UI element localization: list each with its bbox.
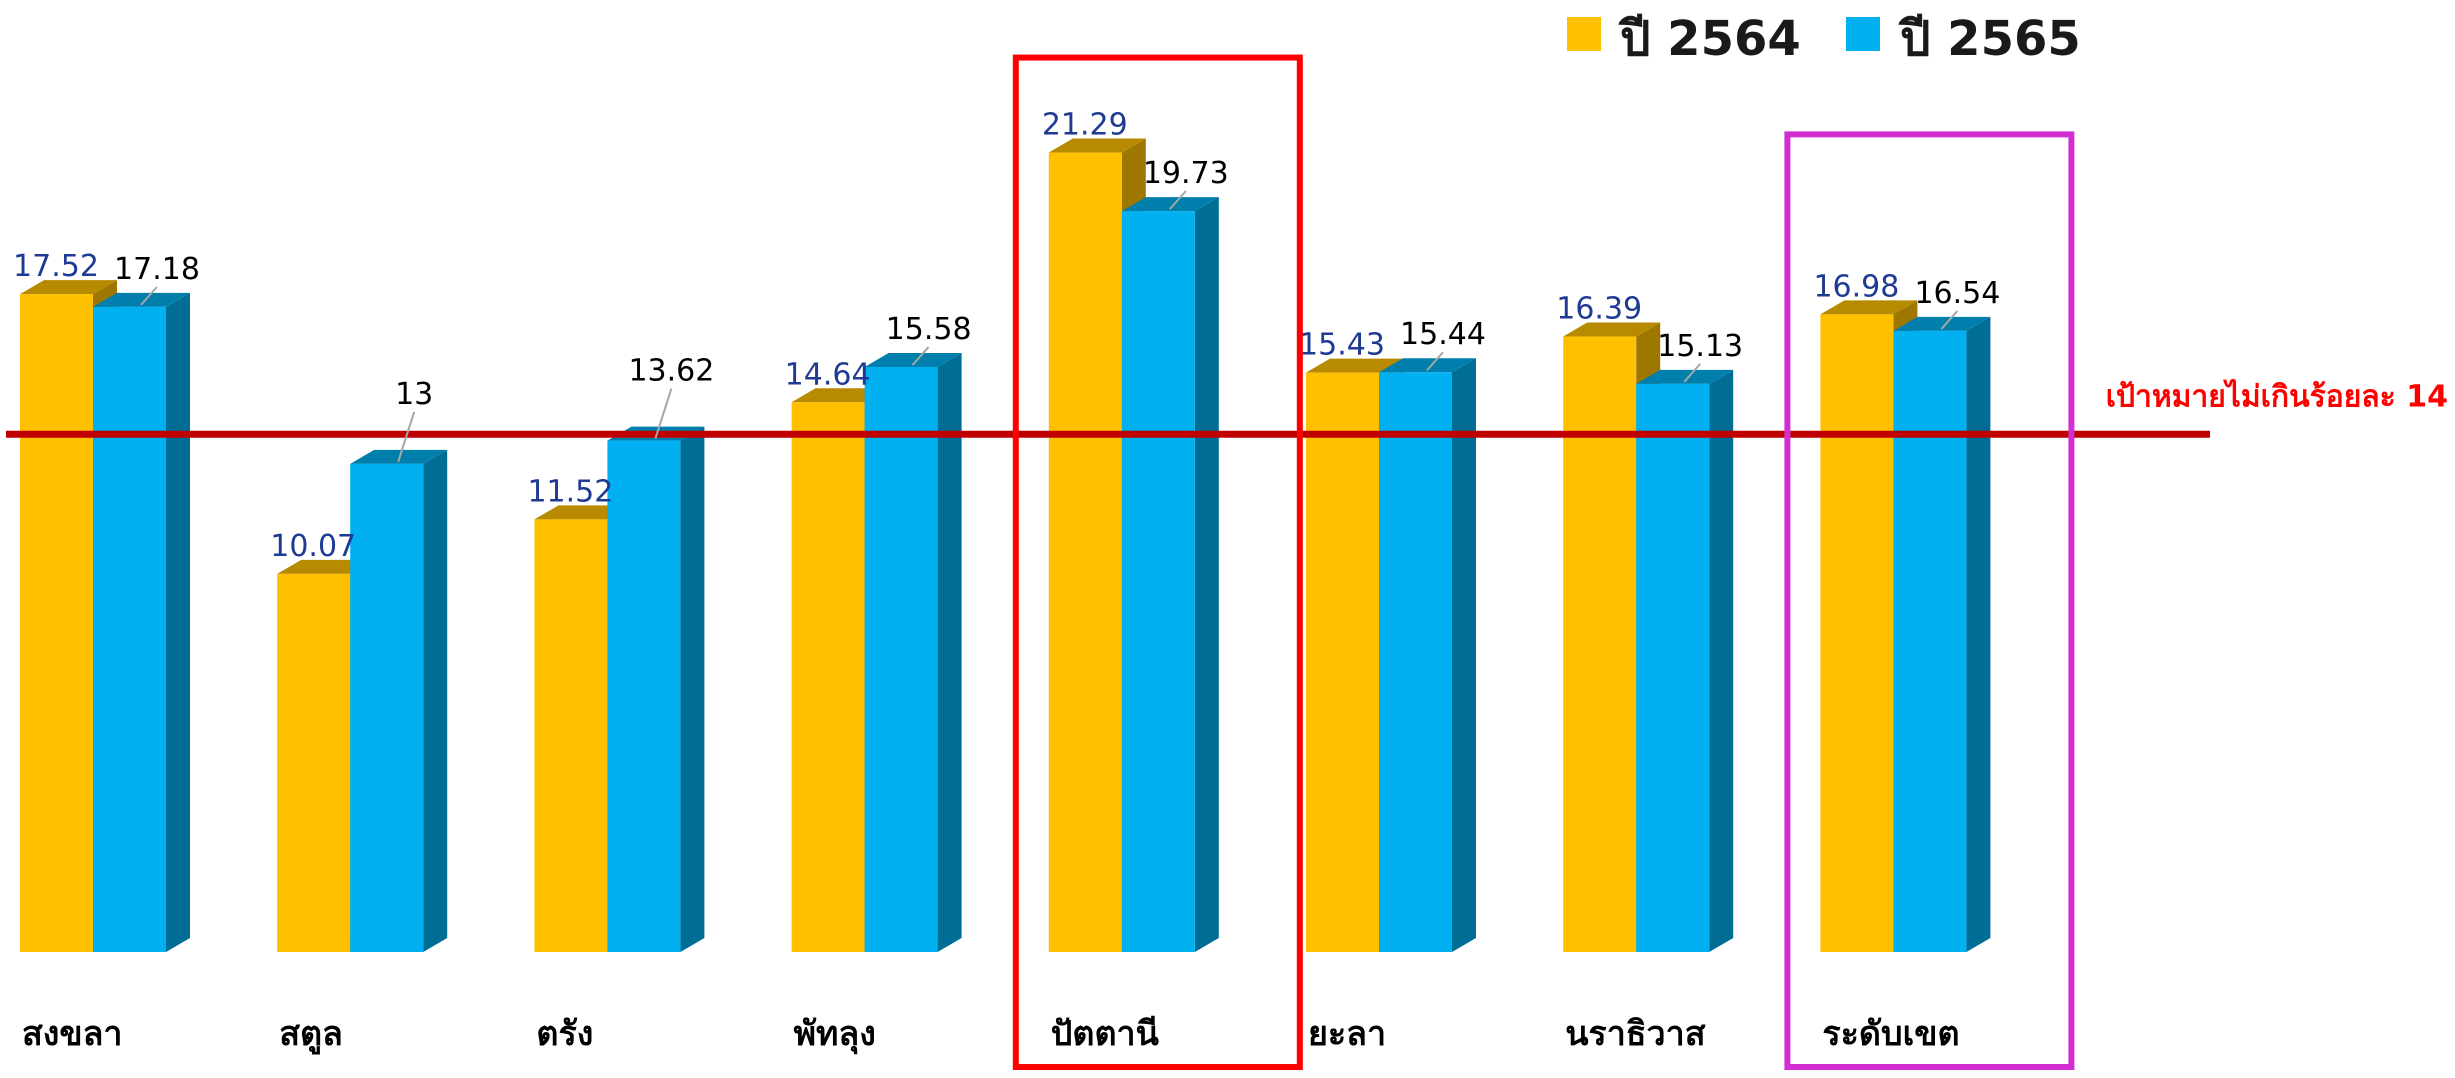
bar-0-1 — [93, 306, 166, 952]
leader-line-4-1 — [1169, 190, 1187, 210]
bar-side-3-1 — [937, 352, 962, 952]
leader-line-5-1 — [1426, 351, 1444, 371]
bar-side-4-1 — [1194, 197, 1219, 953]
category-label-6: นราธิวาส — [1565, 1014, 1706, 1054]
data-label-2-1: 13.62 — [628, 354, 714, 389]
bar-top-1-1 — [350, 449, 448, 464]
data-label-3-1: 15.58 — [886, 312, 972, 347]
data-label-1-0: 10.07 — [270, 529, 356, 564]
data-label-1-1: 13 — [395, 377, 433, 412]
data-label-2-0: 11.52 — [527, 474, 613, 509]
data-label-0-1: 17.18 — [114, 252, 200, 287]
bar-6-1 — [1636, 383, 1710, 952]
data-label-4-0: 21.29 — [1042, 108, 1128, 143]
leader-line-2-1 — [654, 388, 673, 439]
bar-3-1 — [864, 366, 938, 952]
bar-side-5-1 — [1452, 358, 1476, 952]
legend-swatch-2564 — [1567, 17, 1601, 51]
bar-4-0 — [1048, 152, 1122, 953]
bar-3-0 — [791, 402, 865, 952]
category-label-1: สตูล — [279, 1014, 343, 1055]
leader-line-0-1 — [140, 286, 158, 306]
category-label-4: ปัตตานี — [1051, 1014, 1159, 1054]
data-label-6-1: 15.13 — [1657, 329, 1743, 364]
bar-4-1 — [1121, 211, 1195, 953]
bars-layer — [20, 138, 1991, 953]
bar-top-4-1 — [1121, 197, 1219, 212]
bar-2-1 — [607, 440, 681, 952]
bar-top-3-1 — [864, 352, 962, 367]
legend: ปี 2564 ปี 2565 — [1567, 11, 2081, 67]
bar-side-7-1 — [1966, 316, 1991, 953]
bar-1-0 — [277, 573, 351, 952]
data-label-0-0: 17.52 — [13, 249, 99, 284]
target-layer: เป้าหมายไม่เกินร้อยละ 14 — [6, 378, 2448, 438]
bar-top-7-1 — [1893, 316, 1991, 331]
bar-top-3-0 — [791, 388, 889, 403]
bar-top-5-0 — [1306, 358, 1403, 373]
data-label-5-1: 15.44 — [1400, 317, 1486, 352]
data-label-7-0: 16.98 — [1813, 269, 1899, 304]
leader-line-1-1 — [397, 411, 416, 463]
bar-top-2-0 — [534, 505, 632, 520]
category-label-5: ยะลา — [1308, 1014, 1386, 1054]
bar-top-0-1 — [93, 292, 190, 307]
bar-0-0 — [20, 294, 93, 952]
bar-side-0-1 — [166, 292, 190, 952]
data-label-3-0: 14.64 — [785, 357, 871, 392]
data-label-4-1: 19.73 — [1143, 156, 1229, 191]
legend-label-2565: ปี 2565 — [1898, 11, 2081, 67]
highlight-box-0 — [1012, 54, 1303, 1071]
highlight-boxes-layer — [1012, 54, 2075, 1071]
bar-5-1 — [1379, 372, 1452, 952]
category-label-3: พัทลุง — [794, 1014, 876, 1055]
bar-top-4-0 — [1048, 138, 1146, 153]
bar-side-6-1 — [1709, 369, 1734, 952]
bar-1-1 — [350, 463, 424, 952]
labels-layer: 17.52 17.18 สงขลา 10.07 13 สตูล 11.52 13.62 ตรัง… — [13, 108, 2000, 1055]
target-label: เป้าหมายไม่เกินร้อยละ 14 — [2106, 378, 2448, 414]
leader-line-7-1 — [1940, 310, 1959, 330]
highlight-box-1 — [1784, 131, 2075, 1070]
bar-side-2-1 — [680, 426, 705, 953]
bar-2-0 — [534, 519, 608, 952]
category-label-0: สงขลา — [22, 1014, 123, 1054]
legend-swatch-2565 — [1846, 17, 1880, 51]
bar-top-5-1 — [1379, 358, 1476, 373]
bar-side-1-1 — [423, 449, 448, 952]
category-label-2: ตรัง — [536, 1014, 593, 1054]
category-label-7: ระดับเขต — [1822, 1014, 1959, 1054]
bar-5-0 — [1306, 372, 1379, 952]
data-label-6-0: 16.39 — [1556, 292, 1642, 327]
bar-top-6-0 — [1563, 322, 1661, 337]
bar-top-7-0 — [1820, 300, 1918, 315]
data-label-5-0: 15.43 — [1299, 328, 1385, 363]
leader-line-3-1 — [911, 346, 930, 366]
bar-7-0 — [1820, 314, 1894, 952]
bar-top-1-0 — [277, 559, 375, 574]
bar-top-0-0 — [20, 280, 117, 295]
data-label-7-1: 16.54 — [1914, 276, 2000, 311]
bar-7-1 — [1893, 330, 1967, 953]
bar-top-6-1 — [1636, 369, 1734, 384]
bar-6-0 — [1563, 336, 1637, 952]
legend-label-2564: ปี 2564 — [1618, 11, 1801, 67]
leader-line-6-1 — [1683, 363, 1701, 383]
